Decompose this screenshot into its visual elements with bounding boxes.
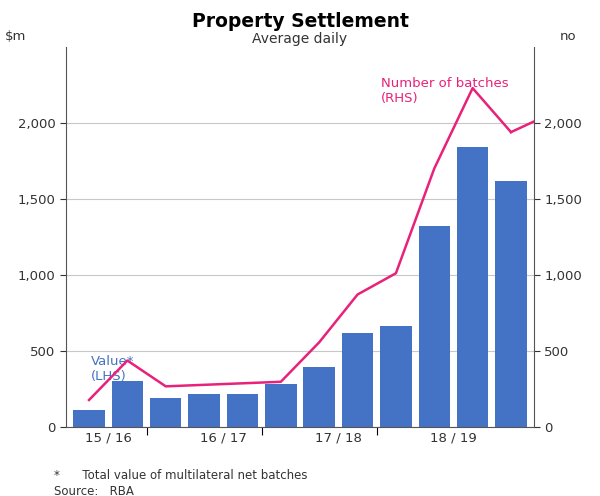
Text: Value*
(LHS): Value* (LHS) xyxy=(91,355,134,383)
Bar xyxy=(227,394,258,427)
Bar xyxy=(150,398,181,427)
Bar xyxy=(112,381,143,427)
Text: Average daily: Average daily xyxy=(253,32,347,46)
Bar xyxy=(304,367,335,427)
Bar xyxy=(380,326,412,427)
Text: *      Total value of multilateral net batches: * Total value of multilateral net batche… xyxy=(54,469,308,482)
Bar xyxy=(188,394,220,427)
Text: $m: $m xyxy=(5,30,26,43)
Text: Source:   RBA: Source: RBA xyxy=(54,485,134,496)
Bar xyxy=(457,147,488,427)
Bar xyxy=(73,410,105,427)
Bar xyxy=(265,384,296,427)
Text: Property Settlement: Property Settlement xyxy=(191,12,409,31)
Bar xyxy=(342,333,373,427)
Text: no: no xyxy=(559,30,576,43)
Text: Number of batches
(RHS): Number of batches (RHS) xyxy=(380,77,508,106)
Bar xyxy=(495,181,527,427)
Bar xyxy=(419,226,450,427)
